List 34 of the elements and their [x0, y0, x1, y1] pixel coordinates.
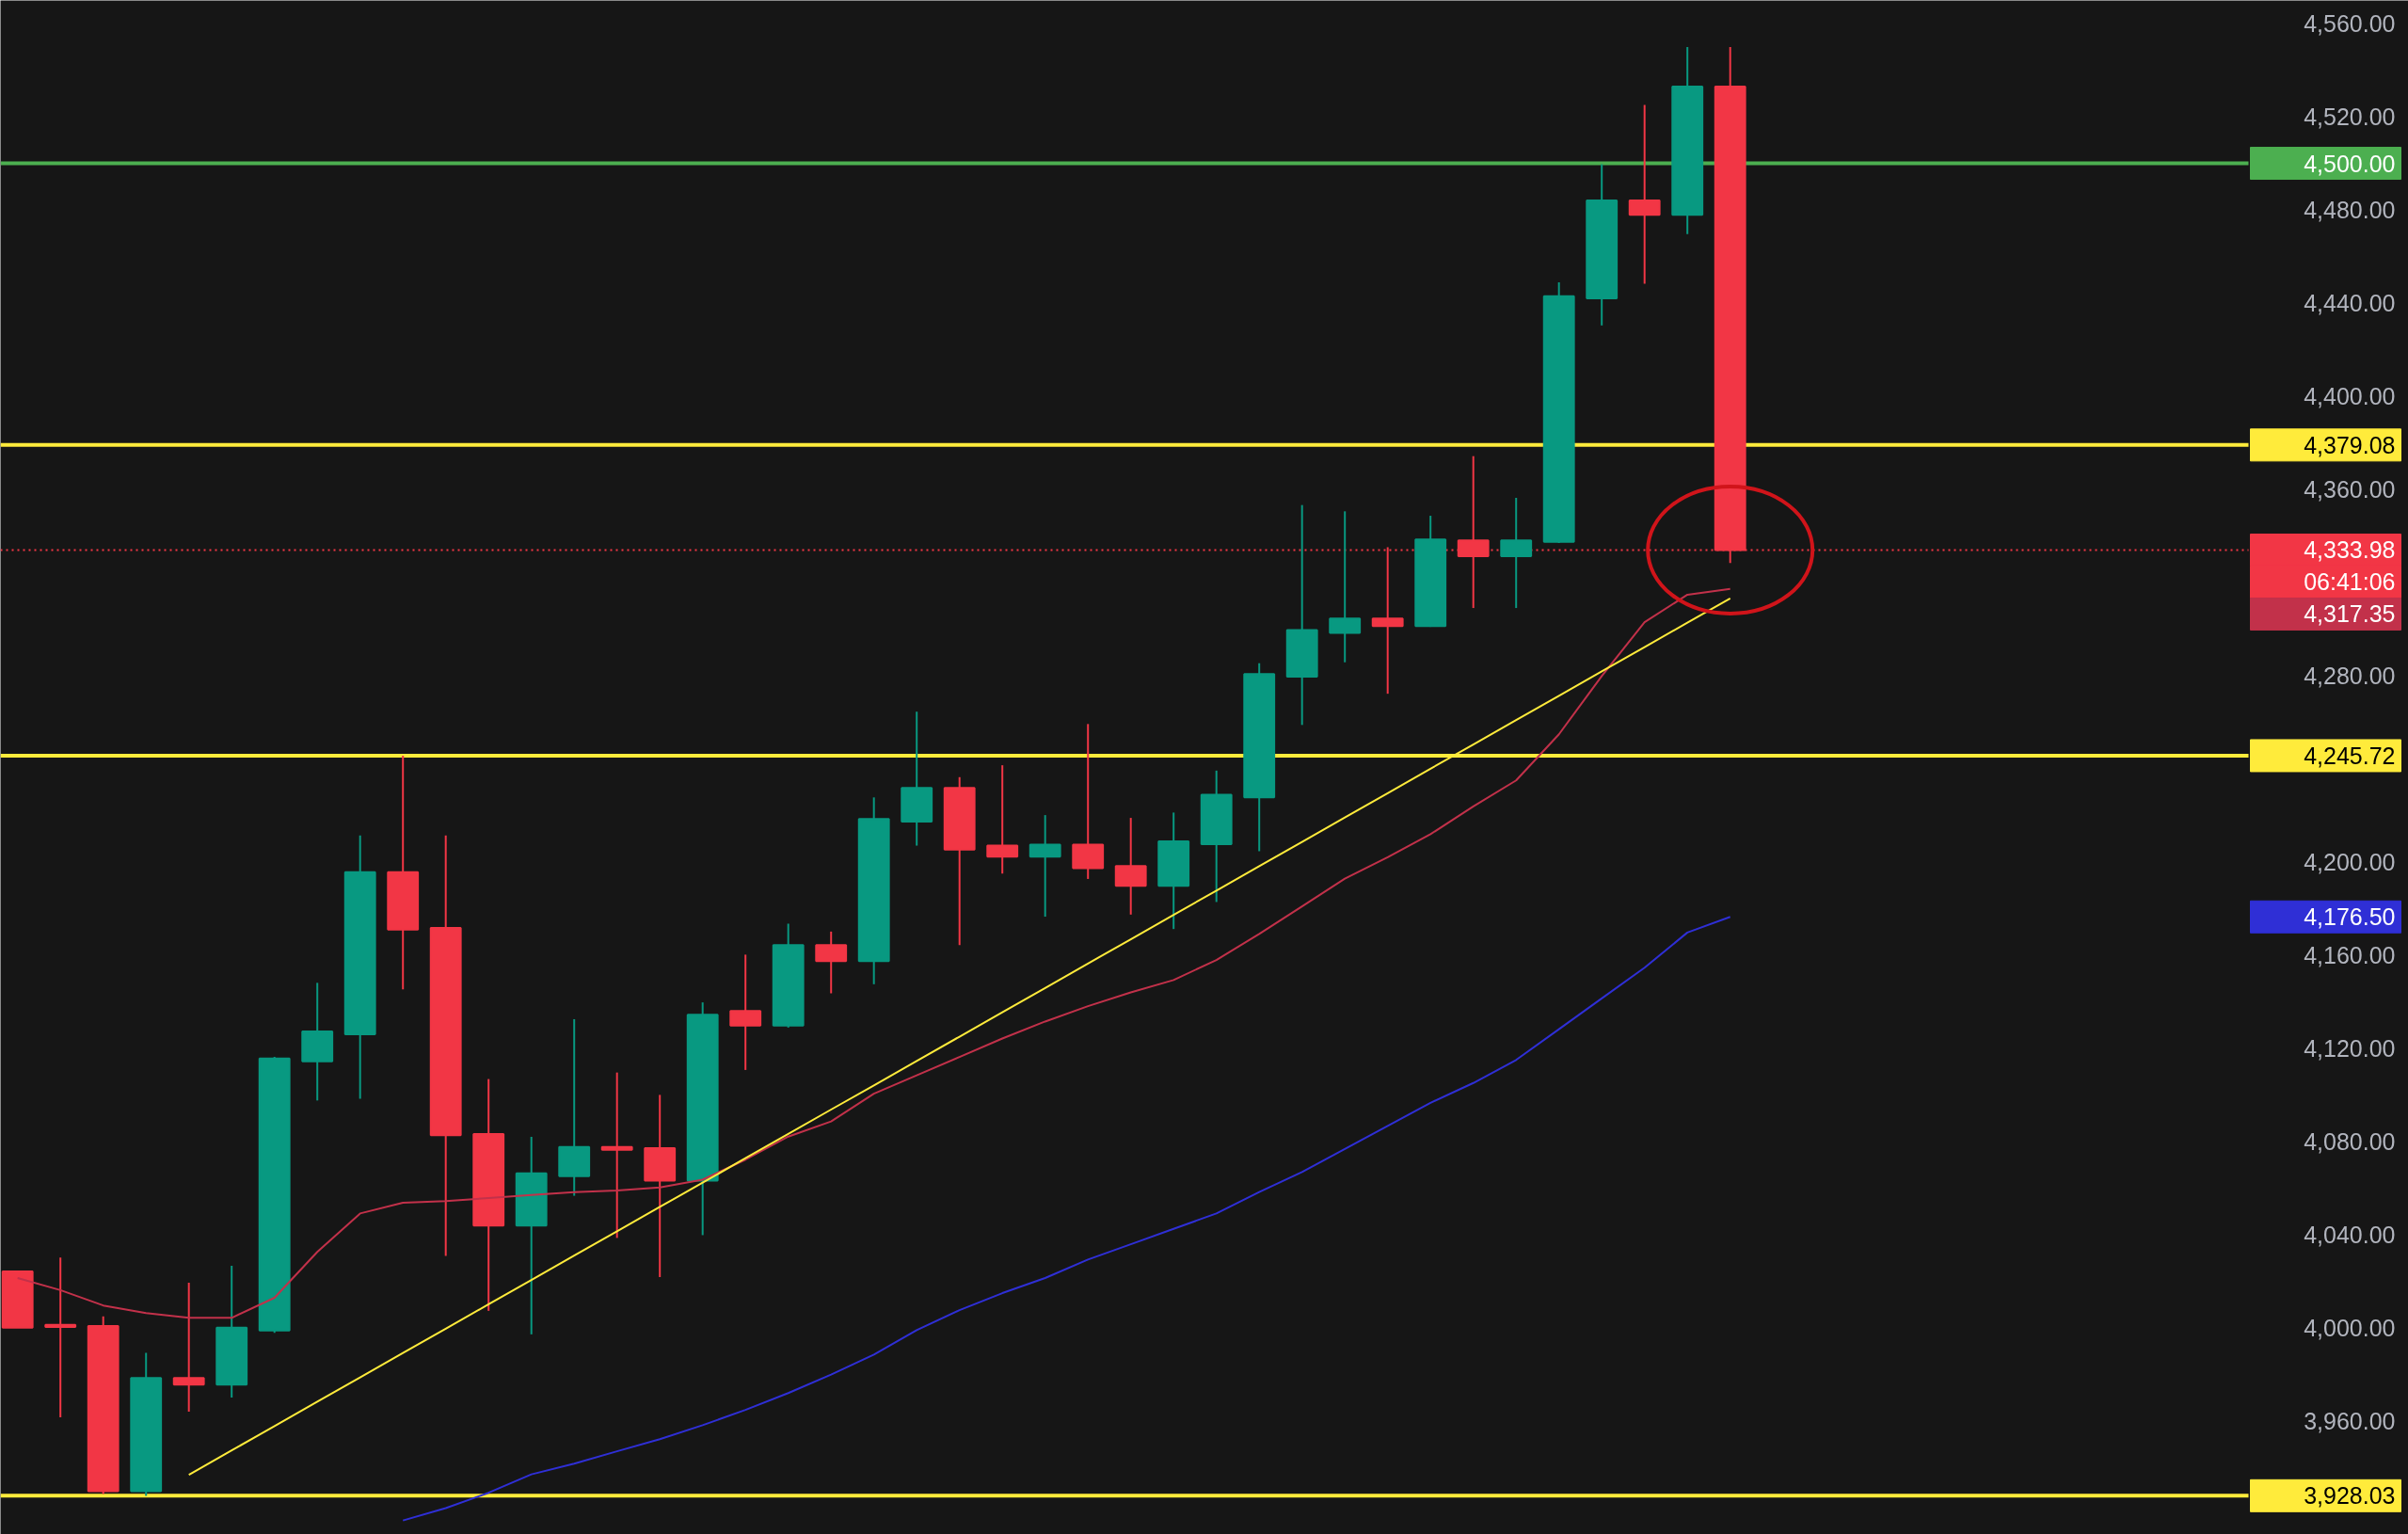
y-tick-label: 4,000.00: [2304, 1315, 2396, 1342]
candlestick: [986, 764, 1019, 875]
candlestick: [172, 1281, 205, 1414]
text: 4,317.35: [2304, 600, 2396, 628]
ref-line-label: 4,379.08: [2304, 431, 2396, 458]
y-tick-label: 4,120.00: [2304, 1035, 2396, 1063]
candlestick: [1029, 814, 1061, 919]
y-tick-label: 3,960.00: [2304, 1408, 2396, 1435]
y-tick-label: 4,360.00: [2304, 476, 2396, 503]
ref-line-label: 4,500.00: [2304, 150, 2396, 177]
candlestick: [729, 953, 762, 1071]
y-tick-label: 4,480.00: [2304, 197, 2396, 224]
ref-line-label: 4,245.72: [2304, 742, 2396, 769]
ref-line-label: 4,333.98: [2304, 536, 2396, 564]
candlestick: [44, 1256, 77, 1418]
ref-line-label: 3,928.03: [2304, 1482, 2396, 1510]
y-tick-label: 4,440.00: [2304, 290, 2396, 317]
text: 4,176.50: [2304, 903, 2396, 931]
candlestick: [1628, 104, 1661, 285]
y-tick-label: 4,200.00: [2304, 849, 2396, 876]
y-tick-label: 4,080.00: [2304, 1128, 2396, 1156]
candlestick: [1329, 510, 1362, 663]
text: 06:41:06: [2304, 568, 2396, 596]
candlestick: [1457, 455, 1490, 610]
y-tick-label: 4,560.00: [2304, 10, 2396, 38]
y-tick-label: 4,400.00: [2304, 383, 2396, 410]
candlestick: [1500, 496, 1533, 610]
line-series: [16, 587, 1731, 1319]
y-tick-label: 4,520.00: [2304, 104, 2396, 131]
y-tick-label: 4,160.00: [2304, 942, 2396, 969]
candlestick: [600, 1071, 633, 1239]
line-series: [402, 916, 1731, 1522]
y-tick-label: 4,280.00: [2304, 663, 2396, 690]
y-tick-label: 4,040.00: [2304, 1222, 2396, 1249]
